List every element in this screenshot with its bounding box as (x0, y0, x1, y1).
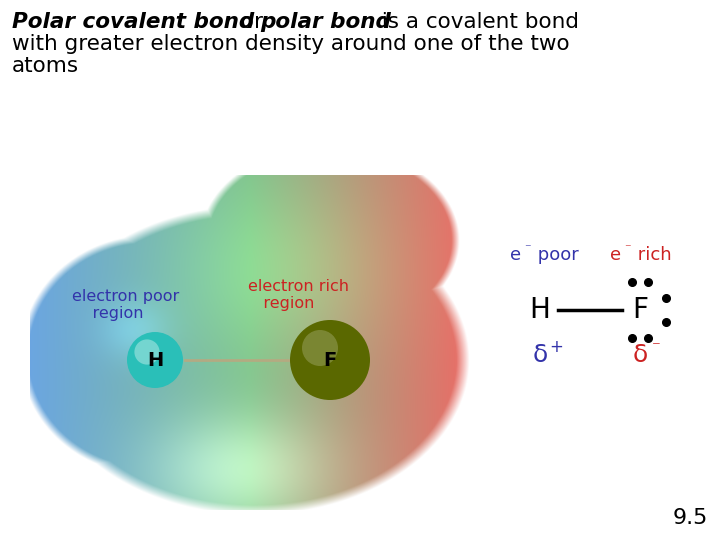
Text: ⁻: ⁻ (652, 338, 660, 356)
Text: with greater electron density around one of the two: with greater electron density around one… (12, 34, 570, 54)
Circle shape (135, 340, 160, 365)
Text: H: H (147, 350, 163, 369)
Text: Polar covalent bond: Polar covalent bond (12, 12, 254, 32)
Text: or: or (234, 12, 270, 32)
Text: F: F (323, 350, 337, 369)
Text: polar bond: polar bond (260, 12, 391, 32)
Text: +: + (549, 338, 563, 356)
Text: ⁻: ⁻ (624, 242, 631, 255)
Text: rich: rich (632, 246, 672, 264)
Text: F: F (632, 296, 648, 324)
Text: 9.5: 9.5 (672, 508, 708, 528)
Text: δ: δ (532, 343, 548, 367)
Circle shape (127, 332, 183, 388)
Text: δ: δ (632, 343, 647, 367)
Text: e: e (510, 246, 521, 264)
Text: atoms: atoms (12, 56, 79, 76)
Text: electron rich
   region: electron rich region (248, 279, 349, 311)
Text: electron poor
    region: electron poor region (72, 289, 179, 321)
Circle shape (302, 330, 338, 366)
Text: is a covalent bond: is a covalent bond (375, 12, 579, 32)
Text: ⁻: ⁻ (524, 242, 531, 255)
Circle shape (290, 320, 370, 400)
Text: poor: poor (532, 246, 579, 264)
Text: e: e (610, 246, 621, 264)
Text: H: H (530, 296, 550, 324)
